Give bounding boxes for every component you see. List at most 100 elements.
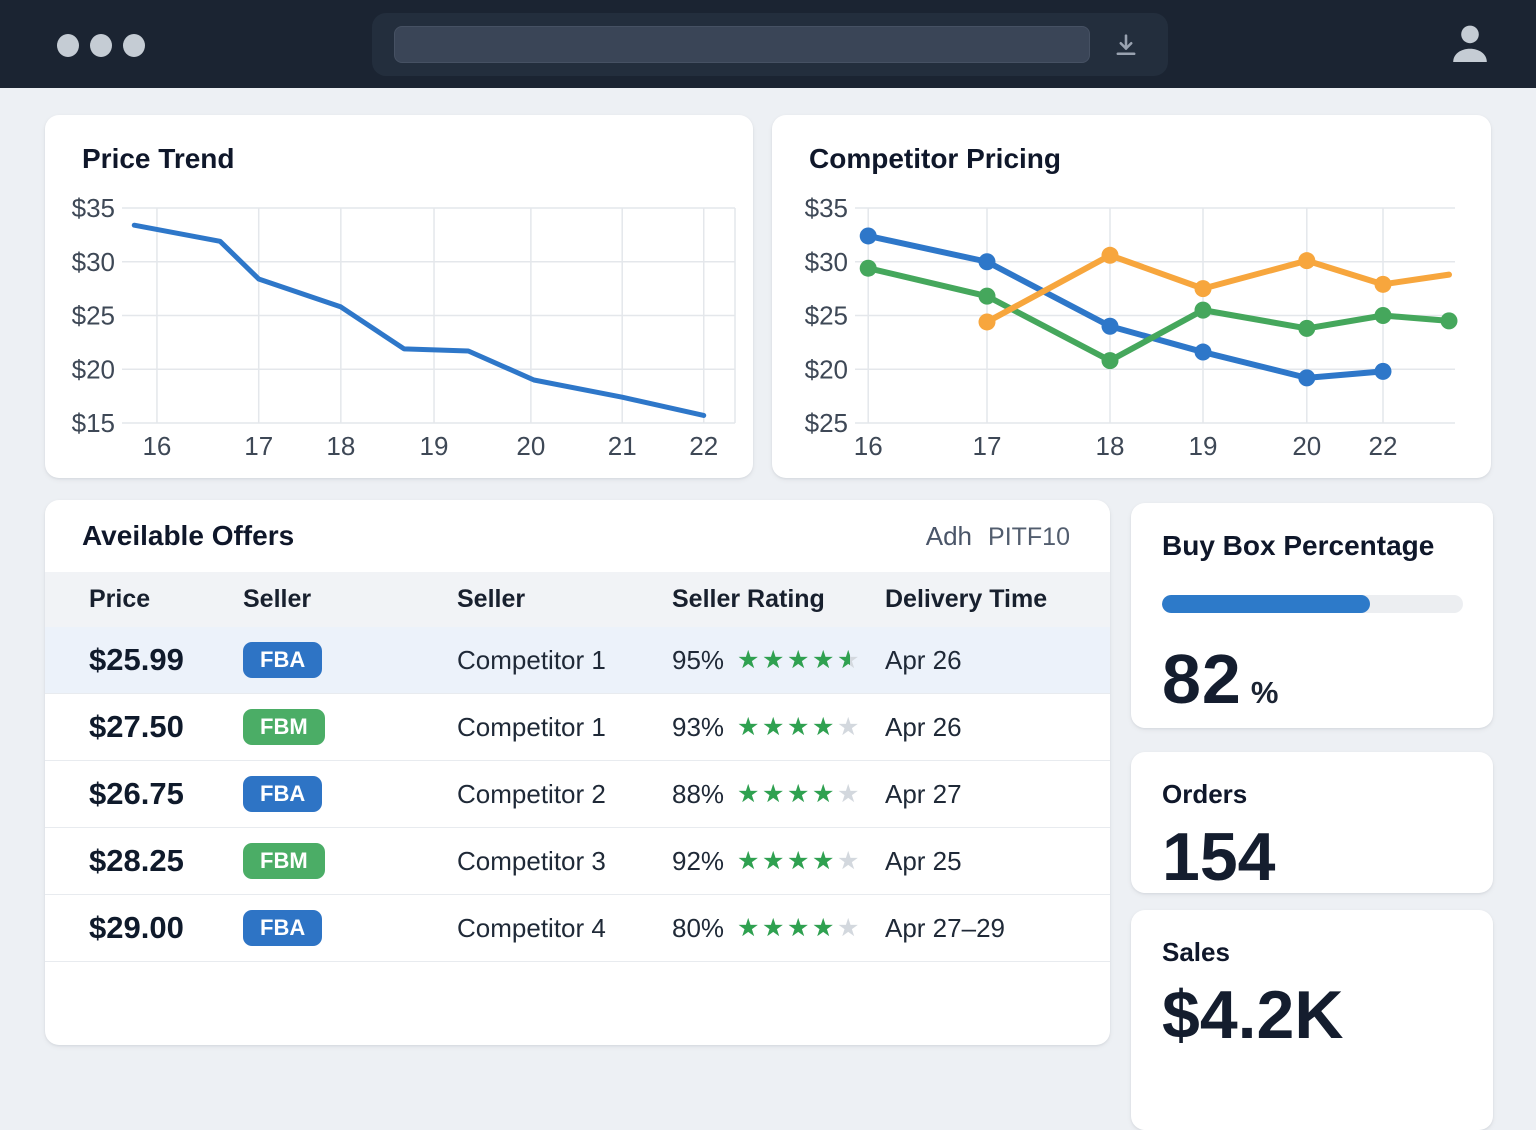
sales-value: $4.2K xyxy=(1162,977,1344,1053)
star-icon: ★ ★ xyxy=(762,914,787,942)
offer-row: $28.25 FBM Competitor 3 92% ★ ★ ★ ★ ★ ★ ★ ★ ★ Apr 25 xyxy=(45,828,1110,895)
x-axis-tick-label: 17 xyxy=(244,431,273,461)
user-avatar-button[interactable] xyxy=(1446,20,1494,68)
star-icon: ★ ★ xyxy=(812,847,837,875)
x-axis-tick-label: 16 xyxy=(854,431,883,461)
star-icon: ★ ★ xyxy=(812,713,837,741)
series-line-competitor-green xyxy=(865,265,1452,364)
star-fill: ★ xyxy=(787,780,810,808)
series-line-competitor-blue xyxy=(865,232,1386,381)
star-fill: ★ xyxy=(762,646,785,674)
data-point-competitor-orange xyxy=(1194,280,1212,298)
data-point-competitor-blue xyxy=(1374,362,1392,380)
star-icon: ★ xyxy=(837,780,860,808)
star-icon: ★ ★ xyxy=(812,914,837,942)
y-axis-tick-label: $35 xyxy=(805,193,848,223)
star-icon: ★ ★ xyxy=(787,646,812,674)
x-axis-tick-label: 18 xyxy=(326,431,355,461)
data-point-competitor-blue xyxy=(978,253,996,271)
offers-title: Aveilable Offers xyxy=(82,520,295,551)
seller-name: Competitor 1 xyxy=(457,711,606,742)
offer-price: $27.50 xyxy=(89,709,184,744)
window-control-dot[interactable] xyxy=(90,34,112,57)
seller-name: Competitor 3 xyxy=(457,845,606,876)
star-fill: ★ xyxy=(812,847,835,875)
column-header-seller-rating: Seller Rating xyxy=(672,585,825,613)
star-rating: ★ ★ ★ ★ ★ ★ ★ ★ ★ xyxy=(737,847,862,875)
star-rating: ★ ★ ★ ★ ★ ★ ★ ★ ★ xyxy=(737,914,862,942)
download-icon xyxy=(1116,33,1136,55)
star-rating: ★ ★ ★ ★ ★ ★ ★ ★ ★ xyxy=(737,780,862,808)
price-trend-title: Price Trend xyxy=(82,143,235,174)
download-button[interactable] xyxy=(1104,23,1148,67)
data-point-competitor-green xyxy=(1298,319,1316,337)
seller-rating: 95% ★ ★ ★ ★ ★ ★ ★ ★ ★ ★ xyxy=(672,645,885,676)
buy-box-title: Buy Box Percentage xyxy=(1162,530,1435,561)
star-icon: ★ ★ xyxy=(812,646,837,674)
star-icon: ★ ★ xyxy=(787,780,812,808)
price-trend-chart: $35 $30 $25 $20 $15 16 17 18 19 20 21 22 xyxy=(72,193,736,461)
star-fill: ★ xyxy=(762,780,785,808)
x-axis-tick-label: 20 xyxy=(516,431,545,461)
y-axis-tick-label: $25 xyxy=(72,301,115,331)
data-point-competitor-blue xyxy=(1194,343,1212,361)
star-icon: ★ ★ xyxy=(737,646,762,674)
orders-label: Orders xyxy=(1162,779,1248,809)
fulfillment-badge: FBM xyxy=(243,843,325,879)
available-offers-card: Aveilable Offers Adh PITF10 Price Seller… xyxy=(45,500,1110,1045)
orders-card: Orders 154 xyxy=(1131,752,1493,895)
seller-rating: 93% ★ ★ ★ ★ ★ ★ ★ ★ ★ xyxy=(672,712,885,743)
offer-row: $26.75 FBA Competitor 2 88% ★ ★ ★ ★ ★ ★ ★ ★ ★ Apr 27 xyxy=(45,761,1110,828)
data-point-competitor-green xyxy=(859,259,877,277)
x-axis-tick-label: 22 xyxy=(689,431,718,461)
address-bar-container xyxy=(372,13,1168,76)
star-icon: ★ ★ xyxy=(762,646,787,674)
y-axis-tick-label: $35 xyxy=(72,193,115,223)
star-fill: ★ xyxy=(762,914,785,942)
star-fill: ★ xyxy=(762,713,785,741)
window-control-dot[interactable] xyxy=(57,34,79,57)
star-fill: ★ xyxy=(837,646,850,674)
offer-price: $29.00 xyxy=(89,910,184,945)
seller-rating: 92% ★ ★ ★ ★ ★ ★ ★ ★ ★ xyxy=(672,846,885,877)
seller-name: Competitor 4 xyxy=(457,912,606,943)
y-axis-tick-label: $20 xyxy=(72,354,115,384)
rating-percent: 88% xyxy=(672,778,725,809)
star-icon: ★ xyxy=(837,713,860,741)
delivery-time: Apr 25 xyxy=(885,845,962,876)
offer-price: $25.99 xyxy=(89,642,184,677)
rating-percent: 93% xyxy=(672,711,725,742)
star-fill: ★ xyxy=(787,847,810,875)
fulfillment-badge: FBA xyxy=(243,642,323,678)
x-axis-tick-label: 16 xyxy=(142,431,171,461)
price-trend-card: Price Trend $35 $30 $25 $20 $15 16 17 18 19 20 21 2… xyxy=(45,115,753,478)
star-icon: ★ ★ xyxy=(837,646,860,674)
sales-label: Sales xyxy=(1162,937,1230,967)
address-input[interactable] xyxy=(394,26,1090,63)
buy-box-value: 82 xyxy=(1162,640,1242,718)
star-fill: ★ xyxy=(787,646,810,674)
competitor-pricing-card: Competitor Pricing $35 $30 $25 $20 $25 16 17 18… xyxy=(772,115,1491,478)
column-header-seller-name: Seller xyxy=(457,585,526,613)
delivery-time: Apr 27–29 xyxy=(885,912,1005,943)
seller-name: Competitor 2 xyxy=(457,778,606,809)
user-icon xyxy=(1453,25,1487,62)
star-icon: ★ ★ xyxy=(787,713,812,741)
star-fill: ★ xyxy=(812,713,835,741)
x-axis-tick-label: 20 xyxy=(1292,431,1321,461)
y-axis-tick-label: $25 xyxy=(805,301,848,331)
x-axis-tick-label: 17 xyxy=(973,431,1002,461)
window-control-dot[interactable] xyxy=(123,34,145,57)
rating-percent: 80% xyxy=(672,912,725,943)
data-point-competitor-orange xyxy=(1298,252,1316,270)
star-icon: ★ ★ xyxy=(812,780,837,808)
sales-card: Sales $4.2K xyxy=(1131,910,1493,1130)
x-axis-tick-label: 21 xyxy=(608,431,637,461)
data-point-competitor-green xyxy=(1101,352,1119,370)
y-axis-tick-label: $30 xyxy=(72,247,115,277)
x-axis-tick-label: 19 xyxy=(1189,431,1218,461)
star-fill: ★ xyxy=(737,646,760,674)
star-icon: ★ xyxy=(837,914,860,942)
data-point-competitor-green xyxy=(1440,312,1458,330)
